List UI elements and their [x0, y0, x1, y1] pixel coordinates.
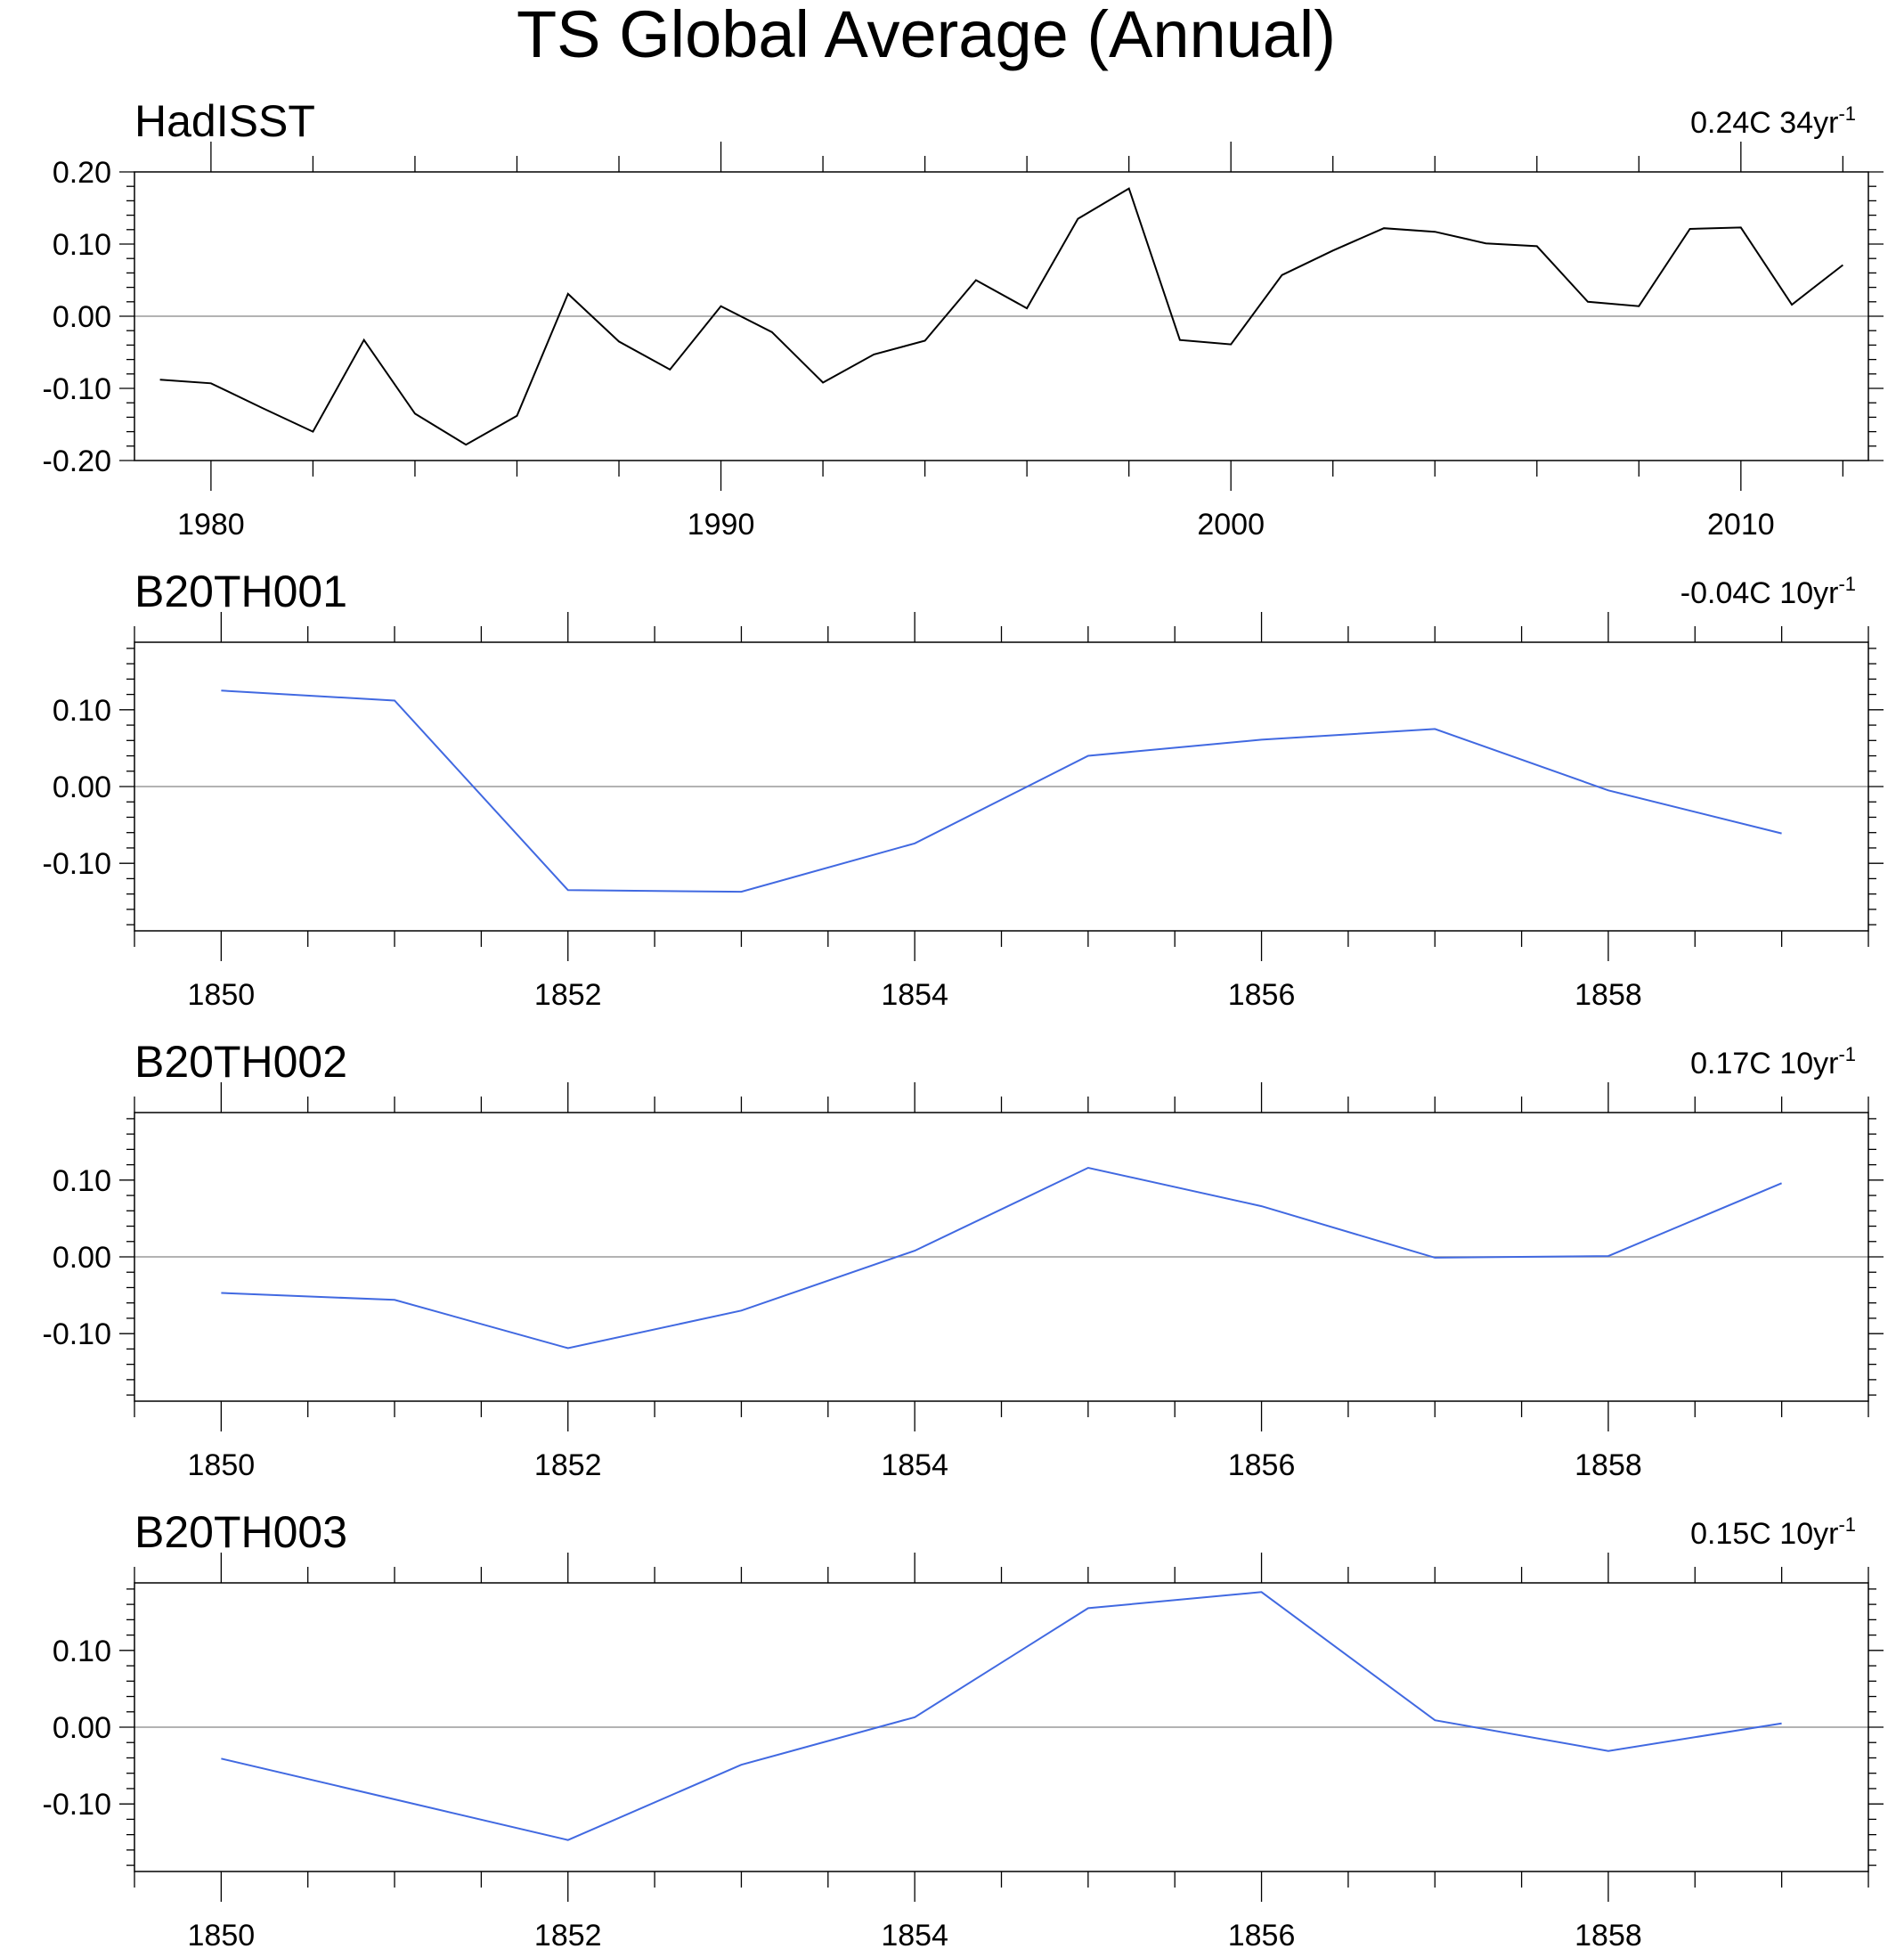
x-tick-label: 1852 [534, 1919, 602, 1953]
trend-exponent: -1 [1838, 1043, 1856, 1065]
trend-exponent: -1 [1838, 573, 1856, 595]
panel-title: B20TH003 [134, 1507, 347, 1557]
trend-value: 0.24C 34yr [1690, 106, 1838, 140]
y-tick-label: 0.10 [53, 1635, 111, 1668]
panel-title: B20TH002 [134, 1037, 347, 1087]
trend-label: 0.15C 10yr-1 [1690, 1513, 1856, 1551]
y-tick-label: 0.00 [53, 1711, 111, 1745]
y-tick-label: 0.00 [53, 1241, 111, 1275]
series-line [221, 1166, 1782, 1350]
x-tick-label: 1856 [1228, 978, 1296, 1012]
trend-label: 0.24C 34yr-1 [1690, 102, 1856, 140]
x-tick-label: 1850 [188, 1919, 256, 1953]
panel-title: B20TH001 [134, 567, 347, 616]
x-tick-label: 1854 [881, 1919, 948, 1953]
trend-exponent: -1 [1838, 102, 1856, 125]
x-tick-label: 1858 [1574, 1919, 1642, 1953]
x-tick-label: 1850 [188, 978, 256, 1012]
trend-value: 0.15C 10yr [1690, 1517, 1838, 1551]
x-tick-label: 1858 [1574, 1448, 1642, 1482]
y-tick-label: -0.10 [43, 372, 112, 406]
panel-b20th003: B20TH003 0.15C 10yr-1 -0.10 0.00 0.10 1850 185… [43, 1507, 1884, 1953]
x-tick-label: 1990 [688, 508, 755, 542]
y-tick-label: 0.00 [53, 771, 111, 804]
figure-title: TS Global Average (Annual) [517, 0, 1336, 71]
panel-b20th001: B20TH001 -0.04C 10yr-1 -0.10 0.00 0.10 1850 18… [43, 567, 1884, 1012]
y-tick-label: 0.10 [53, 694, 111, 728]
x-tick-label: 1854 [881, 978, 948, 1012]
y-tick-label: -0.20 [43, 444, 112, 478]
x-tick-label: 1852 [534, 1448, 602, 1482]
panel-b20th002: B20TH002 0.17C 10yr-1 -0.10 0.00 0.10 1850 185… [43, 1037, 1884, 1482]
y-tick-label: 0.00 [53, 300, 111, 334]
y-tick-label: 0.20 [53, 156, 111, 190]
panels: HadISST 0.24C 34yr-1-0.20-0.100.000.100.2… [43, 96, 1884, 1953]
x-tick-label: 1856 [1228, 1919, 1296, 1953]
x-tick-label: 1852 [534, 978, 602, 1012]
series-line [221, 689, 1782, 893]
y-tick-label: 0.10 [53, 1164, 111, 1198]
series-line [221, 1591, 1782, 1841]
trend-label: -0.04C 10yr-1 [1680, 573, 1856, 610]
y-tick-label: -0.10 [43, 847, 112, 881]
panel-title: HadISST [134, 96, 315, 146]
x-tick-label: 1854 [881, 1448, 948, 1482]
trend-value: -0.04C 10yr [1680, 576, 1839, 610]
y-tick-label: -0.10 [43, 1317, 112, 1351]
panel-hadisst: HadISST 0.24C 34yr-1 -0.20 -0.10 0.00 0.10 0.2… [43, 96, 1884, 542]
trend-exponent: -1 [1838, 1513, 1856, 1536]
x-tick-label: 1858 [1574, 978, 1642, 1012]
y-tick-label: -0.10 [43, 1788, 112, 1822]
series-line [159, 187, 1844, 446]
x-tick-label: 2010 [1707, 508, 1775, 542]
x-tick-label: 1980 [177, 508, 245, 542]
x-tick-label: 1850 [188, 1448, 256, 1482]
trend-label: 0.17C 10yr-1 [1690, 1043, 1856, 1080]
trend-value: 0.17C 10yr [1690, 1047, 1838, 1080]
x-tick-label: 1856 [1228, 1448, 1296, 1482]
x-tick-label: 2000 [1197, 508, 1265, 542]
y-tick-label: 0.10 [53, 228, 111, 262]
